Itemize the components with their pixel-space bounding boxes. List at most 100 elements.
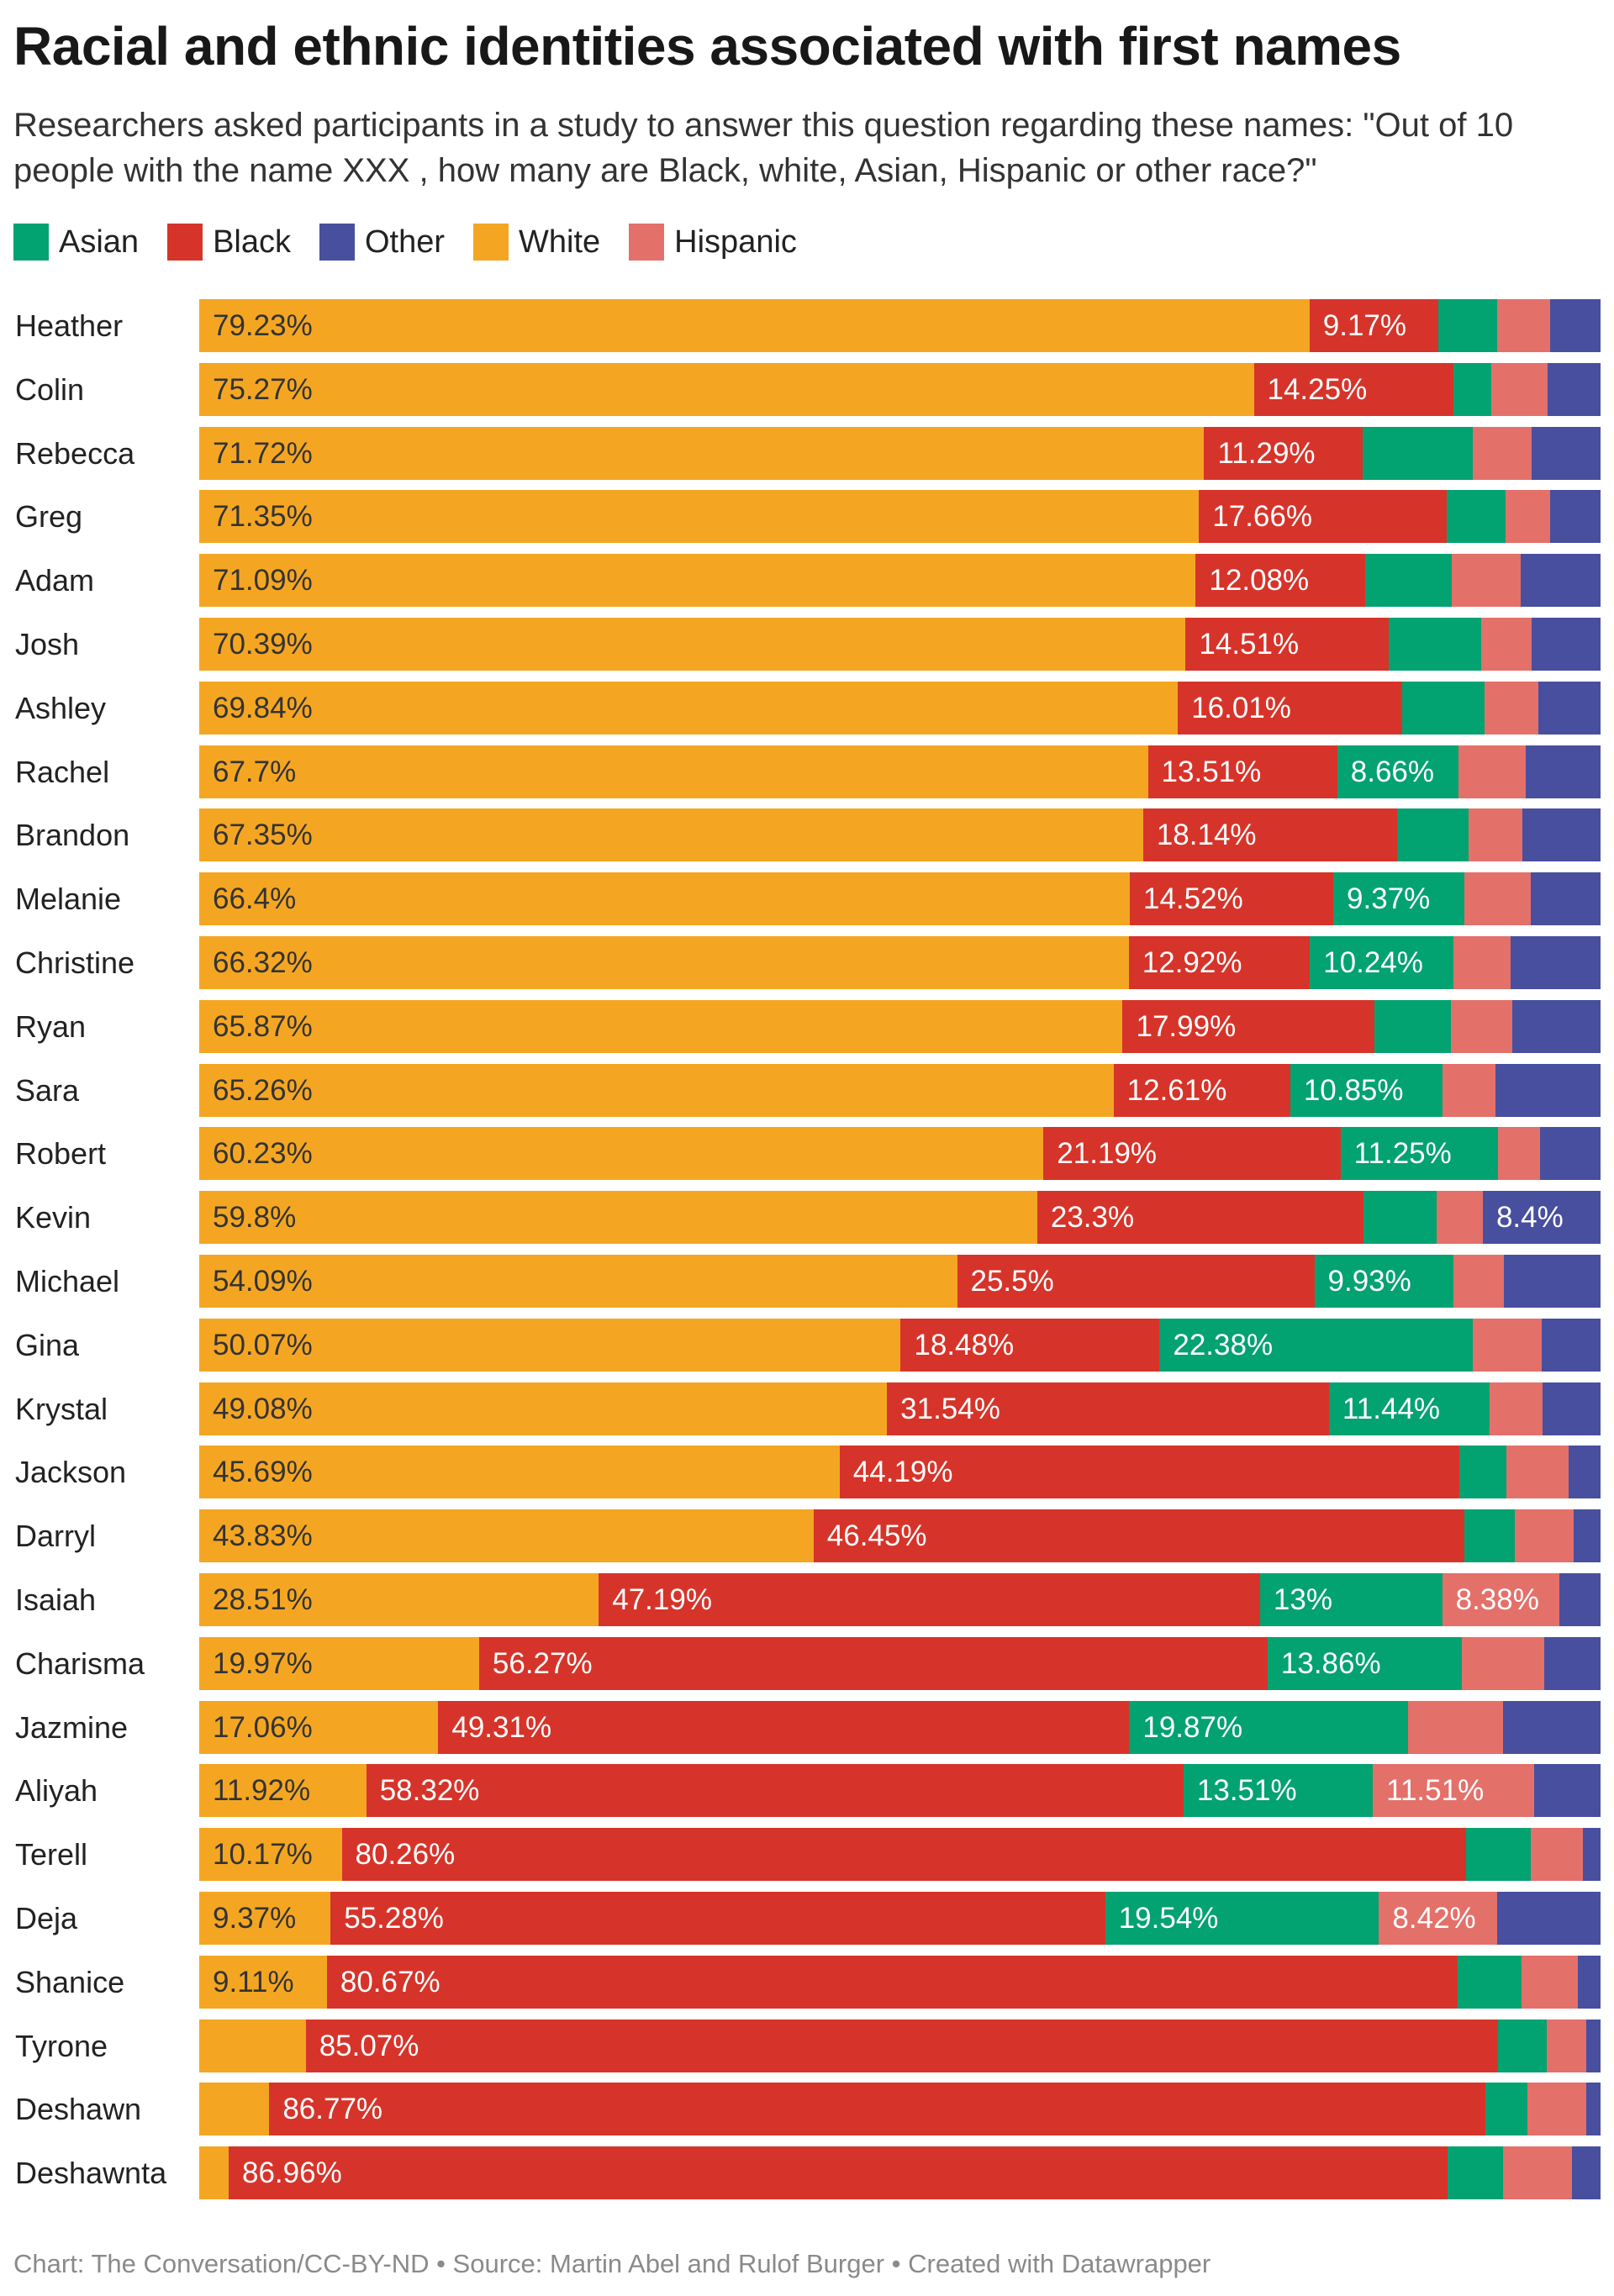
stacked-bar: 71.72% 11.29% bbox=[199, 426, 1601, 480]
bar-segment-asian bbox=[1457, 1955, 1522, 2009]
bar-segment-hispanic bbox=[1496, 299, 1550, 352]
bar-segment-asian: 13.86% bbox=[1267, 1636, 1462, 1690]
bar-segment-other bbox=[1522, 808, 1601, 862]
data-label: 9.37% bbox=[1347, 882, 1431, 916]
row-label: Christine bbox=[15, 945, 135, 980]
bar-row: Rachel 67.7% 13.51% 8.66% bbox=[0, 745, 1614, 798]
data-label: 9.37% bbox=[213, 1902, 297, 1935]
bar-segment-hispanic bbox=[1450, 999, 1512, 1053]
bar-segment-asian: 10.85% bbox=[1290, 1063, 1443, 1117]
row-label: Shanice bbox=[15, 1964, 125, 1999]
bar-segment-black: 11.29% bbox=[1204, 426, 1363, 480]
bar-segment-other bbox=[1526, 745, 1601, 798]
data-label: 13% bbox=[1273, 1583, 1332, 1616]
data-label: 22.38% bbox=[1173, 1328, 1274, 1361]
bar-segment-white: 67.35% bbox=[199, 808, 1143, 862]
bar-segment-hispanic bbox=[1453, 936, 1511, 989]
data-label: 49.31% bbox=[451, 1710, 552, 1744]
bar-segment-other bbox=[1532, 618, 1601, 671]
bar-segment-other bbox=[1502, 1700, 1601, 1754]
bar-segment-hispanic bbox=[1503, 2146, 1572, 2200]
bar-segment-other: 8.4% bbox=[1482, 1191, 1601, 1245]
legend-item-other: Other bbox=[319, 224, 445, 261]
legend-item-black: Black bbox=[167, 224, 291, 261]
chart-subtitle: Researchers asked participants in a stud… bbox=[13, 107, 1514, 189]
bar-segment-black: 80.67% bbox=[326, 1955, 1458, 2009]
chart-title: Racial and ethnic identities associated … bbox=[13, 16, 1401, 76]
row-label: Robert bbox=[15, 1136, 107, 1172]
bar-segment-white: 43.83% bbox=[199, 1509, 814, 1563]
bar-segment-black: 12.61% bbox=[1113, 1063, 1290, 1117]
data-label: 12.61% bbox=[1126, 1073, 1227, 1107]
data-label: 14.52% bbox=[1142, 882, 1243, 916]
row-label: Jazmine bbox=[15, 1709, 129, 1745]
bar-row: Kevin 59.8% 23.3% 8.4% bbox=[0, 1191, 1614, 1245]
bar-segment-black: 46.45% bbox=[813, 1509, 1465, 1563]
stacked-bar: 19.97% 56.27% 13.86% bbox=[199, 1636, 1601, 1690]
data-label: 9.11% bbox=[213, 1965, 294, 1998]
bar-segment-white: 67.7% bbox=[199, 745, 1148, 798]
bar-segment-black: 55.28% bbox=[330, 1892, 1105, 1945]
bar-segment-asian bbox=[1446, 490, 1506, 544]
row-label: Brandon bbox=[15, 818, 130, 853]
row-label: Kevin bbox=[15, 1200, 92, 1235]
bar-row: Adam 71.09% 12.08% bbox=[0, 554, 1614, 608]
row-label: Rebecca bbox=[15, 435, 135, 471]
row-label: Krystal bbox=[15, 1391, 108, 1426]
data-label: 60.23% bbox=[213, 1137, 313, 1171]
bar-segment-white: 59.8% bbox=[199, 1191, 1037, 1245]
stacked-bar: 66.32% 12.92% 10.24% bbox=[199, 936, 1601, 989]
bar-segment-white: 49.08% bbox=[199, 1382, 888, 1435]
bar-segment-hispanic bbox=[1506, 1446, 1569, 1499]
bar-segment-other bbox=[1520, 554, 1601, 608]
bar-segment-other bbox=[1538, 681, 1601, 735]
data-label: 67.7% bbox=[213, 755, 297, 788]
bar-row: Krystal 49.08% 31.54% 11.44% bbox=[0, 1382, 1614, 1435]
bar-segment-hispanic bbox=[1453, 1255, 1504, 1308]
bar-segment-other bbox=[1568, 1446, 1601, 1499]
bar-segment-black: 25.5% bbox=[957, 1255, 1315, 1308]
bar-row: Deshawnta 86.96% bbox=[0, 2146, 1614, 2200]
bar-row: Michael 54.09% 25.5% 9.93% bbox=[0, 1255, 1614, 1308]
legend-label: Black bbox=[213, 224, 291, 260]
bar-segment-asian: 11.44% bbox=[1328, 1382, 1490, 1435]
bar-row: Robert 60.23% 21.19% 11.25% bbox=[0, 1127, 1614, 1181]
bar-segment-other bbox=[1542, 1382, 1601, 1435]
bar-row: Ryan 65.87% 17.99% bbox=[0, 999, 1614, 1053]
bar-segment-white: 71.35% bbox=[199, 490, 1200, 544]
bar-segment-white: 9.37% bbox=[199, 1892, 331, 1945]
bar-segment-white: 65.87% bbox=[199, 999, 1123, 1053]
row-label: Charisma bbox=[15, 1646, 145, 1681]
bar-row: Charisma 19.97% 56.27% 13.86% bbox=[0, 1636, 1614, 1690]
data-label: 86.77% bbox=[282, 2093, 383, 2126]
bar-segment-other bbox=[1540, 1127, 1601, 1181]
legend-label: Hispanic bbox=[674, 224, 797, 260]
data-label: 11.44% bbox=[1342, 1392, 1441, 1425]
bar-segment-other bbox=[1559, 1573, 1601, 1626]
data-label: 14.51% bbox=[1199, 628, 1300, 661]
bar-segment-hispanic bbox=[1489, 1382, 1543, 1435]
stacked-bar: 71.09% 12.08% bbox=[199, 554, 1601, 608]
data-label: 50.07% bbox=[213, 1328, 313, 1361]
bar-segment-hispanic bbox=[1473, 1318, 1542, 1372]
bar-segment-black: 85.07% bbox=[305, 2019, 1498, 2072]
bar-segment-hispanic bbox=[1469, 808, 1522, 862]
data-label: 25.5% bbox=[970, 1265, 1054, 1298]
stacked-bar: 49.08% 31.54% 11.44% bbox=[199, 1382, 1601, 1435]
bar-segment-black: 31.54% bbox=[887, 1382, 1329, 1435]
data-label: 71.35% bbox=[213, 500, 313, 534]
row-label: Ryan bbox=[15, 1008, 87, 1044]
bar-segment-asian bbox=[1364, 554, 1453, 608]
bar-segment-other bbox=[1495, 1063, 1601, 1117]
bar-segment-hispanic bbox=[1461, 1636, 1545, 1690]
stacked-bar: 86.96% bbox=[199, 2146, 1601, 2200]
bar-segment-white: 71.72% bbox=[199, 426, 1205, 480]
bar-segment-white: 60.23% bbox=[199, 1127, 1044, 1181]
stacked-bar: 43.83% 46.45% bbox=[199, 1509, 1601, 1563]
bar-segment-white: 45.69% bbox=[199, 1446, 840, 1499]
legend-item-white: White bbox=[473, 224, 600, 261]
stacked-bar: 59.8% 23.3% 8.4% bbox=[199, 1191, 1601, 1245]
bar-segment-white bbox=[199, 2146, 229, 2200]
data-label: 43.83% bbox=[213, 1519, 313, 1553]
bar-row: Gina 50.07% 18.48% 22.38% bbox=[0, 1318, 1614, 1372]
